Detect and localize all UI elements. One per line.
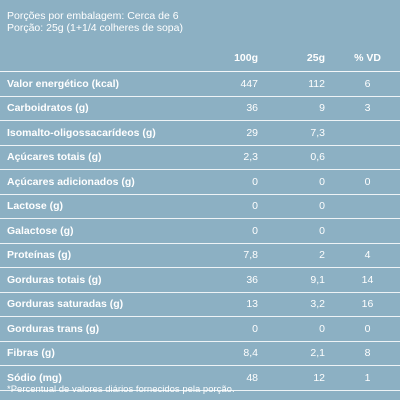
value-25g: 0,6 — [275, 145, 335, 170]
value-100g: 0 — [200, 316, 275, 342]
table-row: Gorduras saturadas (g) 13 3,2 16 — [0, 292, 400, 317]
value-100g: 7,8 — [200, 243, 275, 268]
value-100g: 0 — [200, 194, 275, 219]
value-25g: 12 — [275, 365, 335, 391]
value-vd: 0 — [335, 169, 400, 195]
value-25g: 0 — [275, 169, 335, 195]
value-vd — [335, 218, 400, 244]
table-row: Gorduras trans (g) 0 0 0 — [0, 316, 400, 342]
value-25g: 112 — [275, 71, 335, 97]
nutrient-label: Gorduras totais (g) — [0, 267, 200, 293]
value-vd — [335, 194, 400, 219]
value-vd: 16 — [335, 292, 400, 317]
table-row: Isomalto-oligossacarídeos (g) 29 7,3 — [0, 120, 400, 146]
nutrient-label: Gorduras trans (g) — [0, 316, 200, 342]
table-row: Lactose (g) 0 0 — [0, 194, 400, 219]
value-vd: 6 — [335, 71, 400, 97]
value-25g: 9 — [275, 96, 335, 121]
nutrition-header: Porções por embalagem: Cerca de 6 Porção… — [7, 10, 183, 34]
column-header-25g: 25g — [275, 45, 335, 72]
nutrient-label: Proteínas (g) — [0, 243, 200, 268]
value-vd: 14 — [335, 267, 400, 293]
value-25g: 2 — [275, 243, 335, 268]
column-header-nutrient — [0, 45, 200, 72]
table-row: Sódio (mg) 48 12 1 — [0, 365, 400, 391]
nutrition-table: 100g 25g % VD Valor energético (kcal) 44… — [0, 45, 400, 391]
value-25g: 7,3 — [275, 120, 335, 146]
nutrient-label: Galactose (g) — [0, 218, 200, 244]
nutrient-label: Gorduras saturadas (g) — [0, 292, 200, 317]
servings-per-package: Porções por embalagem: Cerca de 6 — [7, 10, 179, 22]
nutrient-label: Lactose (g) — [0, 194, 200, 219]
value-100g: 36 — [200, 267, 275, 293]
table-row: Gorduras totais (g) 36 9,1 14 — [0, 267, 400, 293]
value-25g: 3,2 — [275, 292, 335, 317]
nutrient-label: Açúcares totais (g) — [0, 145, 200, 170]
value-100g: 36 — [200, 96, 275, 121]
value-100g: 447 — [200, 71, 275, 97]
value-100g: 29 — [200, 120, 275, 146]
table-row: Açúcares totais (g) 2,3 0,6 — [0, 145, 400, 170]
value-vd: 4 — [335, 243, 400, 268]
table-row: Açúcares adicionados (g) 0 0 0 — [0, 169, 400, 195]
portion-size: Porção: 25g (1+1/4 colheres de sopa) — [7, 22, 183, 34]
value-25g: 9,1 — [275, 267, 335, 293]
value-100g: 0 — [200, 169, 275, 195]
value-25g: 0 — [275, 194, 335, 219]
value-25g: 2,1 — [275, 341, 335, 366]
value-100g: 48 — [200, 365, 275, 391]
value-vd — [335, 145, 400, 170]
value-100g: 8,4 — [200, 341, 275, 366]
value-25g: 0 — [275, 218, 335, 244]
footnote: *Percentual de valores diários fornecido… — [7, 384, 235, 395]
value-vd: 3 — [335, 96, 400, 121]
column-header-100g: 100g — [200, 45, 275, 72]
value-25g: 0 — [275, 316, 335, 342]
column-header-vd: % VD — [335, 45, 400, 72]
nutrient-label: Carboidratos (g) — [0, 96, 200, 121]
table-row: Proteínas (g) 7,8 2 4 — [0, 243, 400, 268]
nutrient-label: Sódio (mg) — [0, 365, 200, 391]
nutrient-label: Isomalto-oligossacarídeos (g) — [0, 120, 200, 146]
value-vd — [335, 120, 400, 146]
value-vd: 8 — [335, 341, 400, 366]
table-row: Valor energético (kcal) 447 112 6 — [0, 71, 400, 97]
value-vd: 0 — [335, 316, 400, 342]
value-100g: 0 — [200, 218, 275, 244]
value-100g: 2,3 — [200, 145, 275, 170]
nutrient-label: Valor energético (kcal) — [0, 71, 200, 97]
value-vd: 1 — [335, 365, 400, 391]
nutrient-label: Fibras (g) — [0, 341, 200, 366]
table-header-row: 100g 25g % VD — [0, 45, 400, 72]
table-row: Carboidratos (g) 36 9 3 — [0, 96, 400, 121]
table-row: Fibras (g) 8,4 2,1 8 — [0, 341, 400, 366]
nutrient-label: Açúcares adicionados (g) — [0, 169, 200, 195]
value-100g: 13 — [200, 292, 275, 317]
table-row: Galactose (g) 0 0 — [0, 218, 400, 244]
